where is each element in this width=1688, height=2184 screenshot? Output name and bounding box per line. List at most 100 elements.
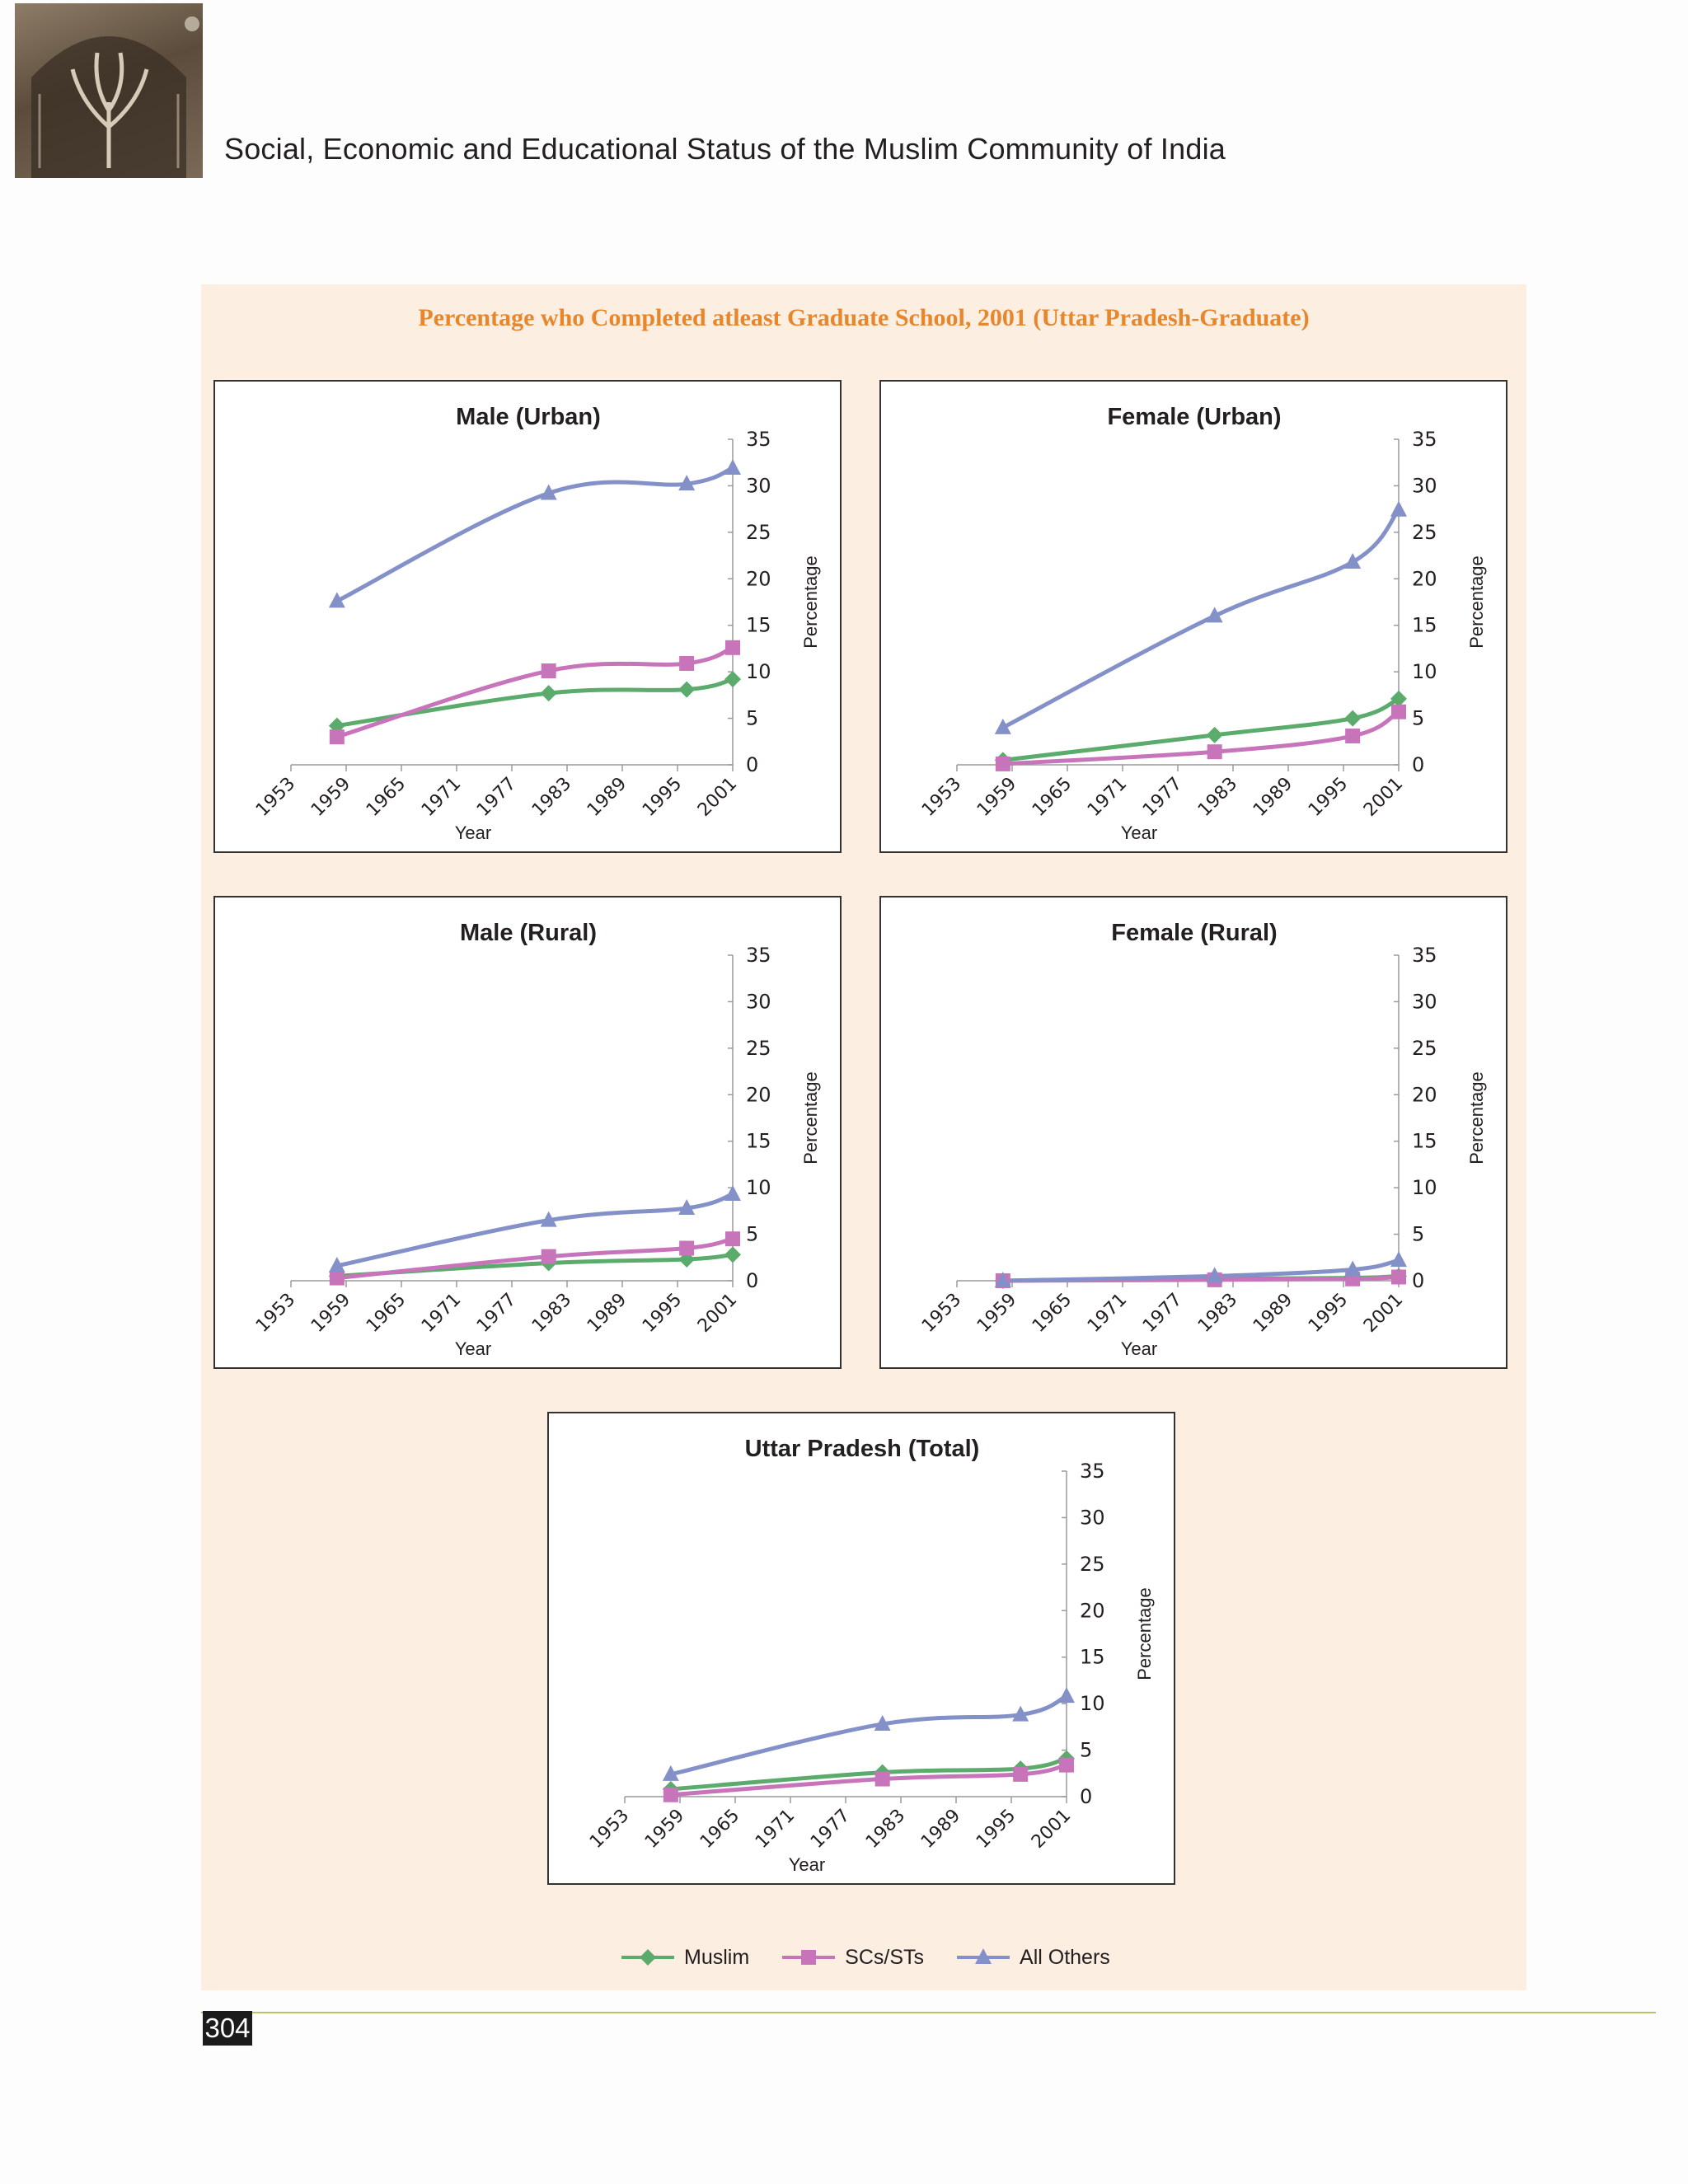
x-tick-label: 1953 [252, 1290, 299, 1337]
legend: Muslim SCs/STs All Others [621, 1943, 1110, 1972]
data-point-all-others [540, 484, 557, 500]
data-point-all-others [724, 458, 741, 475]
chart-male-rural-svg: Male (Rural) 1953 1959 1965 1971 1977 1983 1989… [252, 920, 821, 1359]
x-tick-label: 1959 [641, 1806, 688, 1853]
data-point-all-others [1344, 1260, 1362, 1277]
y-tick-label: 10 [1412, 660, 1437, 683]
y-tick-label: 10 [746, 1176, 771, 1199]
x-tick-label: 1971 [752, 1806, 799, 1853]
data-point-scs-sts [1207, 744, 1222, 760]
y-tick-label: 30 [1412, 990, 1437, 1013]
x-tick-label: 2001 [1360, 774, 1407, 821]
x-tick-label: 1971 [1084, 774, 1131, 821]
data-point-all-others [1390, 500, 1407, 517]
data-point-scs-sts [874, 1771, 890, 1787]
data-point-muslim [1344, 710, 1362, 727]
x-tick-label: 1971 [1084, 1290, 1131, 1337]
x-tick-label: 1977 [473, 1290, 520, 1337]
x-tick-label: 1983 [862, 1806, 909, 1853]
y-tick-label: 35 [746, 428, 771, 451]
data-point-scs-sts [329, 729, 345, 745]
data-point-all-others [724, 1185, 741, 1202]
x-tick-label: 1983 [1194, 1290, 1241, 1337]
chart-title: Female (Urban) [1107, 404, 1281, 430]
x-tick-label: 1977 [1139, 1290, 1186, 1337]
legend-swatch [621, 1949, 674, 1966]
data-point-muslim [1206, 726, 1223, 743]
chart-female-urban-svg: Female (Urban)1953 1959 1965 1971 1977 1983 19… [918, 404, 1487, 843]
data-point-scs-sts [1391, 704, 1406, 719]
x-axis-label: Year [455, 823, 491, 843]
legend-marker-square [801, 1950, 817, 1965]
x-tick-label: 1995 [639, 1290, 686, 1337]
y-tick-label: 5 [1080, 1739, 1092, 1762]
data-point-scs-sts [1345, 729, 1361, 744]
data-point-muslim [724, 671, 741, 688]
x-tick-label: 1983 [528, 774, 575, 821]
x-tick-label: 2001 [1028, 1806, 1075, 1853]
y-tick-label: 35 [1412, 944, 1437, 967]
x-tick-label: 1965 [1029, 774, 1076, 821]
data-point-all-others [874, 1714, 891, 1731]
x-tick-label: 1965 [363, 774, 410, 821]
y-tick-label: 10 [746, 660, 771, 683]
y-tick-label: 35 [1412, 428, 1437, 451]
data-point-scs-sts [1391, 1269, 1406, 1285]
y-tick-label: 0 [746, 753, 758, 776]
chart-title: Male (Rural) [460, 920, 597, 946]
data-point-scs-sts [679, 1240, 695, 1256]
y-tick-label: 5 [746, 1223, 758, 1246]
data-point-muslim [678, 681, 696, 698]
legend-swatch [957, 1948, 1010, 1964]
legend-label: All Others [1020, 1945, 1110, 1969]
data-point-scs-sts [1059, 1757, 1074, 1773]
chart-title: Female (Rural) [1111, 920, 1277, 946]
y-tick-label: 20 [1412, 1083, 1437, 1106]
x-axis-label: Year [789, 1854, 825, 1875]
page-header: Social, Economic and Educational Status … [224, 132, 1226, 166]
y-tick-label: 25 [1412, 1037, 1437, 1060]
x-tick-label: 1965 [1029, 1290, 1076, 1337]
data-point-all-others [328, 592, 345, 608]
chart-male-rural: Male (Rural) 1953 1959 1965 1971 1977 1983 1989… [213, 896, 842, 1369]
y-axis-label: Percentage [800, 555, 821, 649]
chart-title: Uttar Pradesh (Total) [745, 1436, 980, 1462]
series-line-scs-sts [1001, 710, 1401, 766]
y-axis-label: Percentage [1134, 1587, 1155, 1680]
y-tick-label: 0 [746, 1269, 758, 1292]
chart-uttar-pradesh-total: Uttar Pradesh (Total) 1953 1959 1965 1971 197… [547, 1412, 1175, 1885]
x-tick-label: 1995 [973, 1806, 1020, 1853]
chart-male-urban: Male (Urban) 1953 1959 1965 1971 1977 1983 1989… [213, 380, 842, 853]
data-point-scs-sts [725, 1231, 740, 1247]
x-tick-label: 1965 [363, 1290, 410, 1337]
x-tick-label: 1959 [973, 774, 1020, 821]
data-point-scs-sts [725, 640, 740, 655]
x-tick-label: 1959 [307, 1290, 354, 1337]
y-axis-label: Percentage [1466, 1071, 1487, 1165]
y-tick-label: 15 [746, 1130, 771, 1153]
data-point-all-others [662, 1765, 679, 1781]
x-axis-label: Year [455, 1338, 491, 1359]
legend-label: SCs/STs [845, 1945, 925, 1969]
series-line-all-others [335, 1192, 735, 1268]
x-tick-label: 1971 [418, 774, 465, 821]
y-tick-label: 30 [746, 990, 771, 1013]
chart-female-rural: Female (Rural) 1953 1959 1965 1971 1977 1983 19… [879, 896, 1507, 1369]
legend-label: Muslim [684, 1945, 750, 1969]
x-tick-label: 1959 [307, 774, 354, 821]
x-tick-label: 1995 [1305, 1290, 1352, 1337]
data-point-scs-sts [541, 1249, 556, 1264]
series-line-scs-sts [335, 1236, 735, 1281]
y-tick-label: 15 [1412, 614, 1437, 637]
x-tick-label: 1959 [973, 1290, 1020, 1337]
data-point-scs-sts [679, 655, 695, 671]
x-tick-label: 1953 [586, 1806, 633, 1853]
y-tick-label: 20 [1412, 567, 1437, 590]
data-point-all-others [1206, 607, 1223, 623]
legend-marker-triangle [975, 1948, 992, 1964]
x-tick-label: 1953 [252, 774, 299, 821]
header-decorative-image [15, 3, 203, 178]
x-tick-label: 1971 [418, 1290, 465, 1337]
data-point-all-others [1058, 1687, 1075, 1704]
series-line-muslim [668, 1756, 1069, 1792]
